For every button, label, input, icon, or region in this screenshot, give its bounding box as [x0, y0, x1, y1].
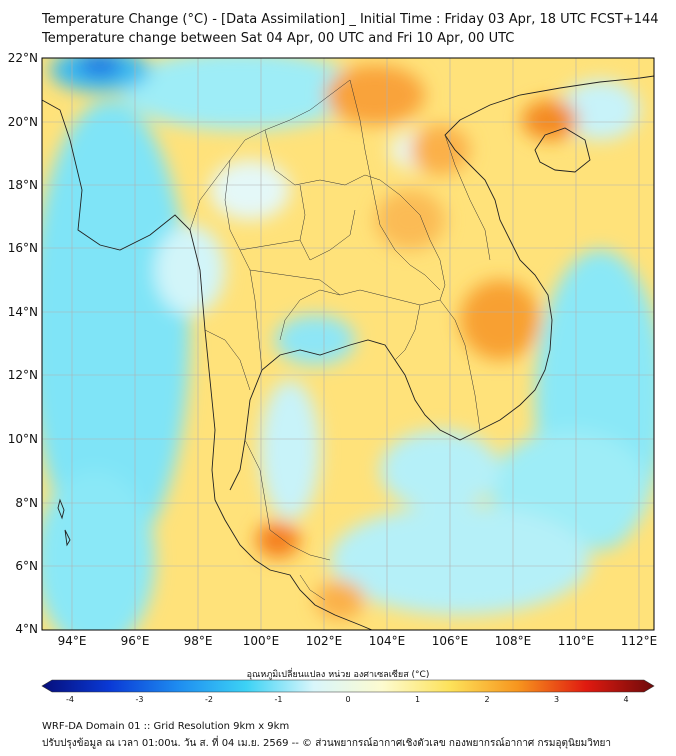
colorbar-tick-label: -1: [274, 695, 283, 704]
lat-tick-label: 14°N: [7, 305, 38, 319]
colorbar-tick-label: 0: [345, 695, 351, 704]
lat-tick-label: 10°N: [7, 432, 38, 446]
lat-tick-label: 6°N: [15, 559, 38, 573]
lon-tick-label: 110°E: [557, 634, 595, 648]
lon-tick-label: 102°E: [305, 634, 343, 648]
map-title-line-2: Temperature change between Sat 04 Apr, 0…: [42, 31, 515, 46]
map-gridlines: [42, 58, 654, 630]
colorbar-tick-label: 2: [484, 695, 490, 704]
lon-tick-label: 108°E: [494, 634, 532, 648]
colorbar-tick-label: -3: [135, 695, 144, 704]
map-title-line-1: Temperature Change (°C) - [Data Assimila…: [42, 12, 659, 27]
lat-tick-label: 18°N: [7, 178, 38, 192]
lat-tick-label: 20°N: [7, 115, 38, 129]
lat-tick-label: 4°N: [15, 622, 38, 636]
colorbar-tick-label: -2: [205, 695, 213, 704]
coastlines: [42, 75, 654, 630]
lon-tick-label: 96°E: [120, 634, 150, 648]
colorbar-tick-label: 1: [414, 695, 421, 704]
colorbar-tick-label: 3: [553, 695, 560, 704]
map-frame: [41, 57, 655, 631]
temperature-field: [42, 58, 654, 630]
footer-model-info: WRF-DA Domain 01 :: Grid Resolution 9km …: [42, 721, 290, 732]
lon-tick-label: 94°E: [57, 634, 87, 648]
colorbar: [41, 679, 655, 693]
lat-tick-label: 12°N: [7, 368, 38, 382]
lon-tick-label: 112°E: [620, 634, 658, 648]
lat-tick-label: 16°N: [7, 241, 38, 255]
lat-tick-label: 22°N: [7, 51, 38, 65]
lon-tick-label: 98°E: [183, 634, 213, 648]
colorbar-title: อุณหภูมิเปลี่ยนแปลง หน่วย องศาเซลเซียส (…: [246, 670, 430, 680]
map-plot-area: [42, 58, 654, 630]
lon-tick-label: 104°E: [368, 634, 406, 648]
lat-tick-label: 8°N: [15, 496, 38, 510]
colorbar-tick-label: -4: [66, 695, 74, 704]
borders: [189, 79, 491, 601]
colorbar-ramp: [41, 679, 655, 693]
footer-update-info: ปรับปรุงข้อมูล ณ เวลา 01:00น. วัน ส. ที่…: [42, 738, 611, 749]
colorbar-tick-label: 4: [623, 695, 629, 704]
lon-tick-label: 100°E: [242, 634, 280, 648]
lon-tick-label: 106°E: [431, 634, 469, 648]
